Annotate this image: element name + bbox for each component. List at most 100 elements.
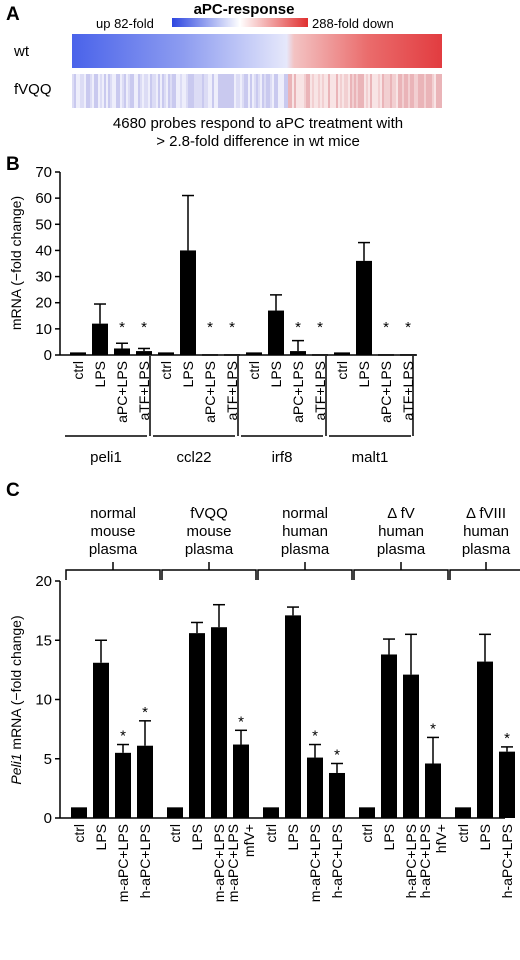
- heatmap-stripe: [268, 74, 270, 108]
- chart-b-category-label: ctrl: [70, 361, 86, 380]
- heatmap-stripe: [348, 74, 350, 108]
- heatmap-stripe: [104, 74, 106, 108]
- heatmap-stripe: [362, 74, 364, 108]
- chart-b-bar: [356, 260, 372, 355]
- heatmap-stripe: [258, 74, 260, 108]
- heatmap-row-fvqq: [72, 74, 442, 108]
- heatmap-stripe: [120, 74, 122, 108]
- chart-c-bar: [499, 751, 515, 818]
- heatmap-stripe: [270, 74, 272, 108]
- chart-b-group-label: irf8: [272, 449, 293, 466]
- chart-c-bar: [233, 744, 249, 818]
- heatmap-stripe: [130, 74, 132, 108]
- chart-c-bar: [93, 662, 109, 818]
- heatmap-stripe: [114, 74, 116, 108]
- heatmap-stripe: [336, 74, 338, 108]
- chart-c-bar: [115, 752, 131, 818]
- heatmap-row-wt: [72, 34, 442, 68]
- chart-c-category-label: LPS: [285, 824, 301, 850]
- heatmap-stripe: [132, 74, 134, 108]
- heatmap-stripe: [262, 74, 264, 108]
- heatmap-stripe: [304, 74, 306, 108]
- heatmap-stripe: [402, 74, 404, 108]
- heatmap-stripe: [326, 74, 328, 108]
- chart-b-significance: *: [317, 319, 323, 336]
- heatmap-stripe: [84, 74, 86, 108]
- heatmap-stripe: [312, 74, 314, 108]
- heatmap-stripe: [162, 74, 164, 108]
- chart-b-bar: [290, 351, 306, 355]
- heatmap-stripe: [334, 74, 336, 108]
- chart-c-category-label: h-aPC+LPS: [403, 824, 419, 898]
- heatmap-stripe: [438, 74, 440, 108]
- heatmap-stripe: [382, 74, 384, 108]
- chart-c-category-label-prefix: mfV+: [241, 824, 257, 857]
- chart-b-category-label: ctrl: [334, 361, 350, 380]
- chart-b-category-label: ctrl: [158, 361, 174, 380]
- heatmap-stripe: [396, 74, 398, 108]
- heatmap-stripe: [252, 74, 254, 108]
- chart-b-ytick-label: 30: [35, 269, 52, 286]
- heatmap-stripe: [292, 74, 294, 108]
- heatmap-stripe: [250, 74, 252, 108]
- chart-b-bar: [224, 354, 240, 356]
- chart-c-bar: [329, 772, 345, 818]
- heatmap-row-label-wt: wt: [13, 43, 30, 60]
- chart-c-significance: *: [312, 728, 318, 745]
- chart-b-bar: [70, 352, 86, 355]
- heatmap-stripe: [344, 74, 346, 108]
- heatmap-stripe: [440, 74, 442, 108]
- panel-c-letter: C: [6, 480, 20, 501]
- chart-b-significance: *: [207, 319, 213, 336]
- heatmap-stripe: [264, 74, 266, 108]
- chart-c-ytick-label: 20: [35, 573, 52, 590]
- heatmap-stripe: [254, 74, 256, 108]
- heatmap-stripe: [276, 74, 278, 108]
- heatmap-stripe: [432, 74, 434, 108]
- chart-b-ytick-label: 50: [35, 216, 52, 233]
- panel-b-letter: B: [6, 154, 20, 175]
- heatmap-stripe: [308, 74, 310, 108]
- heatmap-stripe: [316, 74, 318, 108]
- heatmap-stripe: [410, 74, 412, 108]
- chart-b-category-label: aTF+LPS: [224, 361, 240, 421]
- heatmap-stripe: [378, 74, 380, 108]
- chart-c-group-label: mouse: [90, 523, 135, 540]
- chart-c-ytick-label: 0: [44, 810, 52, 827]
- heatmap-stripe: [412, 74, 414, 108]
- heatmap-stripe: [390, 74, 392, 108]
- chart-c-category-label: ctrl: [71, 824, 87, 843]
- chart-b-ytick-label: 40: [35, 242, 52, 259]
- chart-c-group-label: plasma: [462, 541, 511, 558]
- chart-c-category-label: ctrl: [167, 824, 183, 843]
- heatmap-stripe: [190, 74, 192, 108]
- chart-c-category-label: h-aPC+LPS: [499, 824, 515, 898]
- heatmap-stripe: [260, 74, 262, 108]
- chart-b-bar: [92, 323, 108, 355]
- chart-b-ylabel: mRNA (−fold change): [8, 196, 24, 330]
- heatmap-stripe: [364, 74, 366, 108]
- chart-b-category-label: ctrl: [246, 361, 262, 380]
- heatmap-stripe: [212, 74, 214, 108]
- chart-c-group-label: human: [378, 523, 424, 540]
- chart-c-bar: [307, 757, 323, 818]
- heatmap-stripe: [144, 74, 146, 108]
- heatmap-stripe: [280, 74, 282, 108]
- chart-c-bar: [455, 807, 471, 818]
- heatmap-stripe: [206, 74, 208, 108]
- heatmap-stripe: [234, 74, 236, 108]
- heatmap-stripe: [386, 74, 388, 108]
- heatmap-stripe: [238, 74, 240, 108]
- heatmap-stripe: [194, 74, 196, 108]
- chart-c-group-label: plasma: [377, 541, 426, 558]
- heatmap-stripe: [314, 74, 316, 108]
- chart-b-ytick-label: 10: [35, 321, 52, 338]
- chart-b-significance: *: [405, 319, 411, 336]
- heatmap-stripe: [332, 74, 334, 108]
- heatmap-stripe: [278, 74, 280, 108]
- heatmap-stripe: [80, 74, 82, 108]
- chart-b-category-label: LPS: [180, 361, 196, 387]
- heatmap-stripe: [346, 74, 348, 108]
- chart-c-category-label-prefix: hfV+: [433, 824, 449, 853]
